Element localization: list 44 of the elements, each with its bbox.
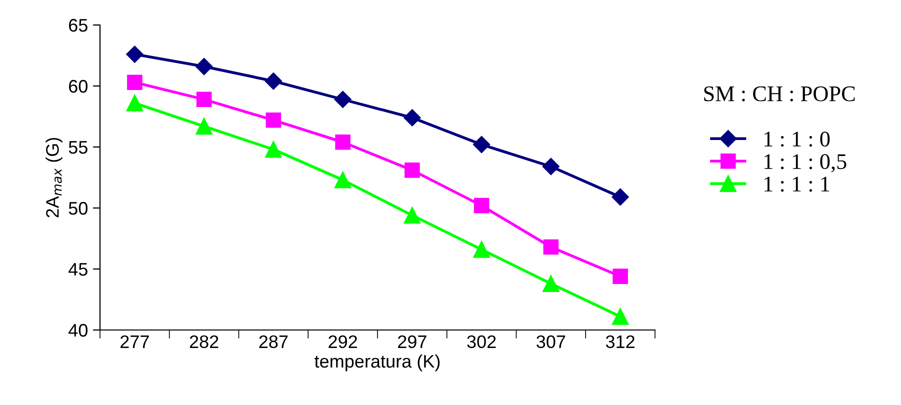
point [473,136,490,154]
point [266,112,282,128]
y-tick-label: 40 [68,324,88,337]
legend-label: 1 : 1 : 0 [764,132,830,147]
y-tick-label: 50 [68,202,88,215]
x-tick-label: 297 [398,335,426,348]
y-tick-label: 65 [69,18,88,32]
point [334,172,352,188]
legend-label: 1 : 1 : 1 [764,176,830,192]
point [265,141,282,158]
x-tick-label: 277 [120,335,149,348]
legend-title: SM : CH : POPC [704,86,855,102]
legend-label: 1 : 1 : 0,5 [764,154,846,172]
x-tick-label: 302 [467,335,496,348]
point [126,94,144,112]
y-axis-title: 2A$_{max}$ (G) [46,138,62,218]
x-tick-label: 292 [328,335,357,348]
point [404,109,421,126]
point [196,92,212,108]
x-tick-label: 287 [259,335,288,348]
point [196,118,212,135]
point [542,275,560,292]
point [404,206,421,224]
point [473,241,490,258]
point [612,268,628,284]
point [404,162,420,178]
point [474,198,490,214]
point [543,239,559,255]
y-tick-label: 60 [69,80,88,93]
point [126,46,144,63]
point [264,72,282,90]
point [334,90,352,108]
point [612,308,629,325]
point [542,158,560,176]
point [196,58,213,76]
y-tick-label: 55 [68,141,88,154]
x-tick-label: 282 [190,335,218,348]
point [612,188,629,206]
x-tick-label: 312 [606,335,634,348]
x-axis-title: temperatura (K) [314,354,440,372]
point [335,134,350,150]
y-tick-label: 45 [68,263,88,276]
x-tick-label: 307 [536,335,566,348]
point [127,74,142,90]
